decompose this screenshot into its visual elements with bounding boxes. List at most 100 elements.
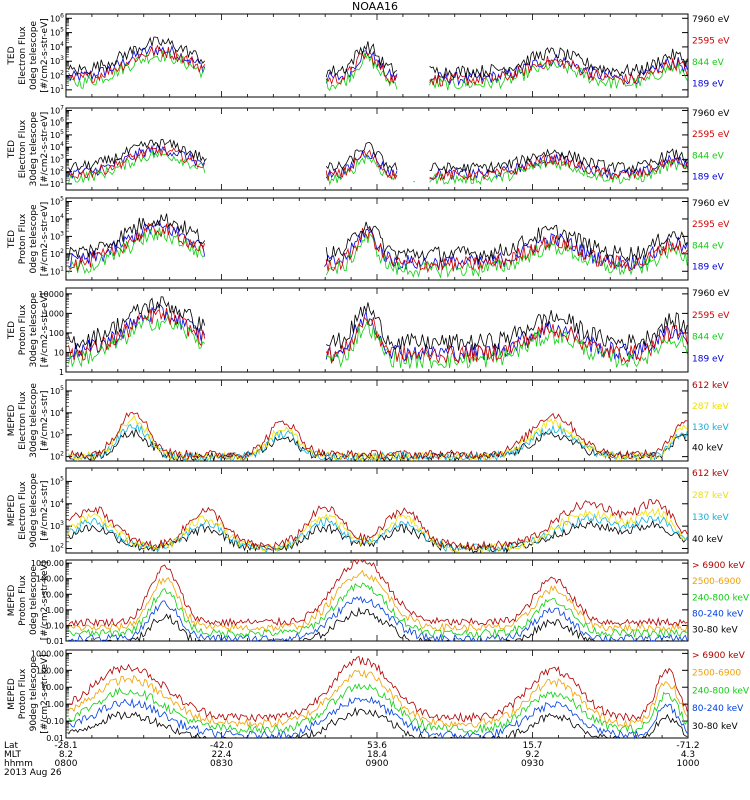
series-line [325, 221, 688, 263]
series-line [326, 318, 688, 369]
footer-value: 18.4 [367, 750, 387, 760]
y-axis-label: [#/cm2-s-str-keV] [40, 561, 50, 640]
legend-entry: 240-800 keV [692, 593, 750, 603]
legend-entry: 844 eV [692, 58, 725, 68]
series-line [325, 233, 688, 279]
series-line [68, 695, 688, 740]
legend-entry: 2595 eV [692, 130, 730, 140]
y-axis-label: 30deg telescope [29, 111, 39, 186]
y-tick-label: 103 [50, 429, 64, 440]
y-tick-label: 103 [50, 153, 64, 164]
series-line [68, 498, 688, 551]
legend-entry: 7960 eV [692, 15, 730, 25]
y-axis-label: Proton Flux [18, 213, 28, 264]
y-axis-label: TED [7, 321, 17, 340]
y-tick-label: 101 [50, 178, 64, 189]
legend-entry: 7960 eV [692, 199, 730, 209]
series-line [68, 519, 688, 554]
series-line [68, 143, 206, 179]
y-tick-label: 106 [50, 12, 64, 23]
y-tick-label: 105 [50, 27, 64, 38]
series-line [68, 213, 206, 261]
y-axis-label: Proton Flux [18, 668, 28, 719]
series-line [68, 44, 206, 83]
y-tick-label: 105 [50, 385, 64, 396]
y-axis-label: TED [7, 140, 17, 159]
series-line [325, 51, 398, 85]
footer-value: 22.4 [211, 750, 231, 760]
y-tick-label: 101 [50, 265, 64, 276]
y-tick-label: 103 [50, 55, 64, 66]
legend-entry: 80-240 keV [692, 704, 744, 714]
y-axis-label: Proton Flux [18, 575, 28, 626]
y-axis-label: MEPED [7, 678, 17, 710]
footer-row-label: hhmm [4, 759, 33, 769]
legend-entry: > 6900 keV [692, 561, 746, 571]
series-line [68, 706, 688, 739]
legend-entry: 240-800 keV [692, 686, 750, 696]
series-line [429, 154, 688, 181]
footer-value: 0930 [521, 759, 544, 769]
series-line [325, 41, 398, 78]
date-label: 2013 Aug 26 [4, 768, 62, 778]
y-tick-label: 107 [50, 104, 64, 115]
legend-entry: 2500-6900 [692, 577, 741, 587]
y-tick-label: 105 [50, 129, 64, 140]
y-tick-label: 1.00 [46, 700, 64, 709]
y-tick-label: 1000.00 [31, 559, 64, 568]
series-line [413, 181, 416, 183]
y-tick-label: 103 [50, 230, 64, 241]
legend-entry: 844 eV [692, 241, 725, 251]
series-line [68, 582, 688, 639]
legend-entry: 130 keV [692, 423, 729, 433]
series-line [325, 316, 688, 365]
series-line [429, 148, 688, 175]
legend-entry: 287 keV [692, 402, 729, 412]
y-axis-label: [#/cm2-s-str-eV] [40, 112, 50, 187]
series-line [68, 411, 688, 461]
legend-entry: 7960 eV [692, 289, 730, 299]
series-line [68, 36, 206, 76]
footer-row-label: Lat [4, 741, 19, 751]
series-line [68, 682, 688, 735]
y-tick-label: 100.00 [36, 666, 64, 675]
legend-entry: 30-80 keV [692, 626, 738, 636]
y-tick-label: 100.00 [36, 575, 64, 584]
y-axis-label: TED [7, 230, 17, 249]
legend-entry: 612 keV [692, 381, 729, 391]
series-line [68, 308, 206, 361]
y-tick-label: 10 [54, 348, 64, 357]
series-line [68, 144, 206, 180]
y-axis-label: [#/cm2-s-str-eV] [40, 202, 50, 277]
series-line [68, 507, 688, 554]
series-line [68, 222, 206, 272]
y-axis-label: 30deg telescope [29, 292, 39, 367]
series-line [68, 596, 688, 643]
series-line [429, 55, 688, 87]
legend-entry: 40 keV [692, 535, 724, 545]
y-tick-label: 102 [50, 451, 64, 462]
legend-entry: 189 eV [692, 79, 725, 89]
y-axis-label: Electron Flux [18, 119, 28, 178]
y-tick-label: 0.10 [46, 621, 64, 630]
footer-value: -42.0 [210, 741, 234, 751]
y-axis-label: Electron Flux [18, 481, 28, 540]
y-axis-label: Electron Flux [18, 26, 28, 85]
series-line [68, 227, 205, 275]
y-tick-label: 102 [50, 70, 64, 81]
y-axis-label: 30deg telescope [29, 383, 39, 458]
series-line [429, 153, 688, 180]
y-axis-label: Proton Flux [18, 304, 28, 355]
series-line [68, 559, 688, 628]
y-tick-label: 102 [50, 166, 64, 177]
y-axis-label: TED [7, 46, 17, 65]
y-tick-label: 103 [50, 520, 64, 531]
panel-frame [65, 649, 689, 739]
y-axis-label: [#/cm2-s-str-eV] [40, 18, 50, 93]
legend-entry: 844 eV [692, 333, 725, 343]
footer-value: 8.2 [59, 750, 73, 760]
series-line [325, 142, 398, 171]
legend-entry: > 6900 keV [692, 651, 746, 661]
y-axis-label: 0deg telescope [29, 204, 39, 274]
y-tick-label: 104 [50, 407, 64, 418]
